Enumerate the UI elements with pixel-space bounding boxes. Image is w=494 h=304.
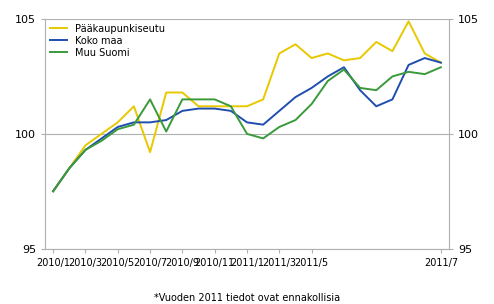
Pääkaupunkiseutu xyxy=(179,91,185,94)
Koko maa xyxy=(131,121,137,124)
Muu Suomi xyxy=(66,167,72,170)
Muu Suomi xyxy=(244,132,250,136)
Pääkaupunkiseutu xyxy=(260,98,266,101)
Muu Suomi xyxy=(341,68,347,71)
Pääkaupunkiseutu xyxy=(99,132,105,136)
Legend: Pääkaupunkiseutu, Koko maa, Muu Suomi: Pääkaupunkiseutu, Koko maa, Muu Suomi xyxy=(48,22,167,60)
Pääkaupunkiseutu xyxy=(115,121,121,124)
Koko maa xyxy=(389,98,395,101)
Muu Suomi xyxy=(179,98,185,101)
Muu Suomi xyxy=(212,98,218,101)
Koko maa xyxy=(325,74,331,78)
Pääkaupunkiseutu xyxy=(341,59,347,62)
Muu Suomi xyxy=(438,65,444,69)
Line: Koko maa: Koko maa xyxy=(53,58,441,191)
Muu Suomi xyxy=(422,72,428,76)
Muu Suomi xyxy=(99,139,105,143)
Pääkaupunkiseutu xyxy=(292,43,298,46)
Muu Suomi xyxy=(82,148,88,152)
Koko maa xyxy=(147,121,153,124)
Koko maa xyxy=(373,105,379,108)
Koko maa xyxy=(309,86,315,90)
Koko maa xyxy=(99,136,105,140)
Muu Suomi xyxy=(228,105,234,108)
Koko maa xyxy=(212,107,218,110)
Muu Suomi xyxy=(357,86,363,90)
Muu Suomi xyxy=(163,130,169,133)
Pääkaupunkiseutu xyxy=(309,56,315,60)
Muu Suomi xyxy=(260,136,266,140)
Koko maa xyxy=(260,123,266,126)
Koko maa xyxy=(244,121,250,124)
Pääkaupunkiseutu xyxy=(196,105,202,108)
Pääkaupunkiseutu xyxy=(406,19,412,23)
Koko maa xyxy=(292,95,298,99)
Muu Suomi xyxy=(115,127,121,131)
Line: Pääkaupunkiseutu: Pääkaupunkiseutu xyxy=(53,21,441,191)
Pääkaupunkiseutu xyxy=(438,61,444,64)
Koko maa xyxy=(228,109,234,113)
Muu Suomi xyxy=(147,98,153,101)
Pääkaupunkiseutu xyxy=(50,189,56,193)
Koko maa xyxy=(179,109,185,113)
Muu Suomi xyxy=(406,70,412,74)
Koko maa xyxy=(357,88,363,92)
Koko maa xyxy=(406,63,412,67)
Pääkaupunkiseutu xyxy=(325,52,331,55)
Pääkaupunkiseutu xyxy=(389,49,395,53)
Pääkaupunkiseutu xyxy=(357,56,363,60)
Koko maa xyxy=(163,118,169,122)
Koko maa xyxy=(50,189,56,193)
Pääkaupunkiseutu xyxy=(244,105,250,108)
Text: *Vuoden 2011 tiedot ovat ennakollisia: *Vuoden 2011 tiedot ovat ennakollisia xyxy=(154,293,340,303)
Muu Suomi xyxy=(196,98,202,101)
Pääkaupunkiseutu xyxy=(212,105,218,108)
Muu Suomi xyxy=(325,79,331,83)
Muu Suomi xyxy=(389,74,395,78)
Pääkaupunkiseutu xyxy=(131,105,137,108)
Muu Suomi xyxy=(292,118,298,122)
Muu Suomi xyxy=(131,123,137,126)
Koko maa xyxy=(66,167,72,170)
Koko maa xyxy=(341,65,347,69)
Pääkaupunkiseutu xyxy=(228,105,234,108)
Line: Muu Suomi: Muu Suomi xyxy=(53,67,441,191)
Koko maa xyxy=(276,109,282,113)
Koko maa xyxy=(422,56,428,60)
Koko maa xyxy=(82,148,88,152)
Pääkaupunkiseutu xyxy=(422,52,428,55)
Muu Suomi xyxy=(373,88,379,92)
Koko maa xyxy=(115,125,121,129)
Pääkaupunkiseutu xyxy=(373,40,379,44)
Koko maa xyxy=(438,61,444,64)
Muu Suomi xyxy=(276,125,282,129)
Muu Suomi xyxy=(309,102,315,106)
Pääkaupunkiseutu xyxy=(276,52,282,55)
Pääkaupunkiseutu xyxy=(163,91,169,94)
Pääkaupunkiseutu xyxy=(147,150,153,154)
Koko maa xyxy=(196,107,202,110)
Pääkaupunkiseutu xyxy=(82,143,88,147)
Muu Suomi xyxy=(50,189,56,193)
Pääkaupunkiseutu xyxy=(66,167,72,170)
